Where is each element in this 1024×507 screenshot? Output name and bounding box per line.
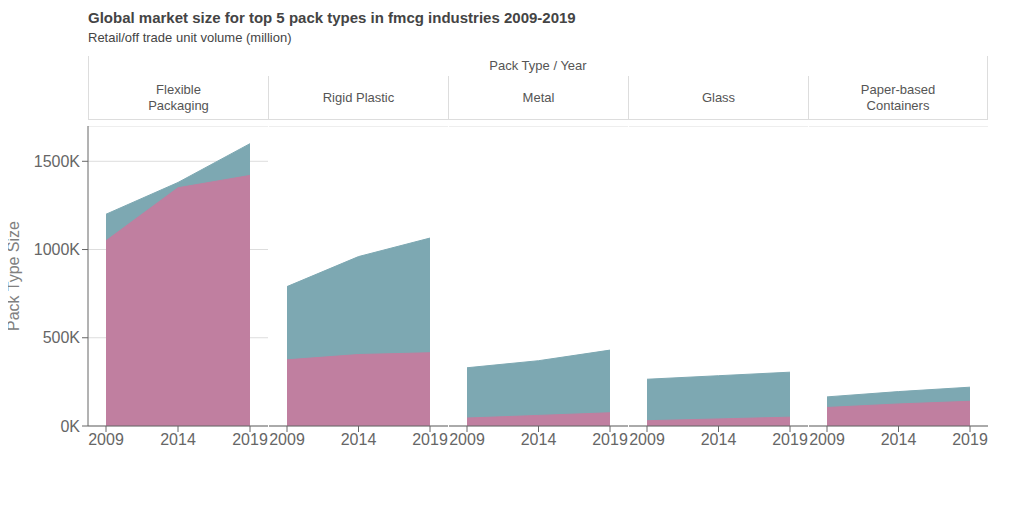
svg-text:2009: 2009 (449, 431, 485, 448)
svg-text:1500K: 1500K (34, 153, 81, 170)
svg-text:2009: 2009 (629, 431, 665, 448)
svg-text:500K: 500K (43, 329, 81, 346)
html-text:Retail/off trade unit volume (: Retail/off trade unit volume (million) (88, 30, 292, 45)
html-text:Rigid Plastic: Rigid Plastic (322, 89, 395, 105)
svg-text:2019: 2019 (412, 431, 448, 448)
html-text:Flexible Packaging: Flexible Packaging (148, 81, 209, 113)
svg-text:2019: 2019 (952, 431, 988, 448)
svg-text:2014: 2014 (521, 431, 557, 448)
html-text:Pack Type / Year: Pack Type / Year (489, 58, 587, 73)
svg-text:2019: 2019 (592, 431, 628, 448)
svg-text:2014: 2014 (160, 431, 196, 448)
svg-text:2014: 2014 (881, 431, 917, 448)
html-text:Metal: Metal (522, 89, 555, 105)
svg-text:2019: 2019 (232, 431, 268, 448)
svg-text:2009: 2009 (809, 431, 845, 448)
svg-text:1000K: 1000K (34, 241, 81, 258)
svg-text:2014: 2014 (701, 431, 737, 448)
svg-text:2019: 2019 (772, 431, 808, 448)
svg-text:2014: 2014 (341, 431, 377, 448)
svg-text:Pack Type Size: Pack Type Size (8, 221, 22, 331)
svg-text:2009: 2009 (269, 431, 305, 448)
html-text:Paper-based Containers: Paper-based Containers (860, 81, 936, 113)
svg-text:2009: 2009 (88, 431, 124, 448)
html-text:Global market size for top 5 p: Global market size for top 5 pack types … (88, 9, 576, 26)
html-text:Glass: Glass (701, 89, 736, 105)
svg-text:0K: 0K (60, 418, 80, 435)
